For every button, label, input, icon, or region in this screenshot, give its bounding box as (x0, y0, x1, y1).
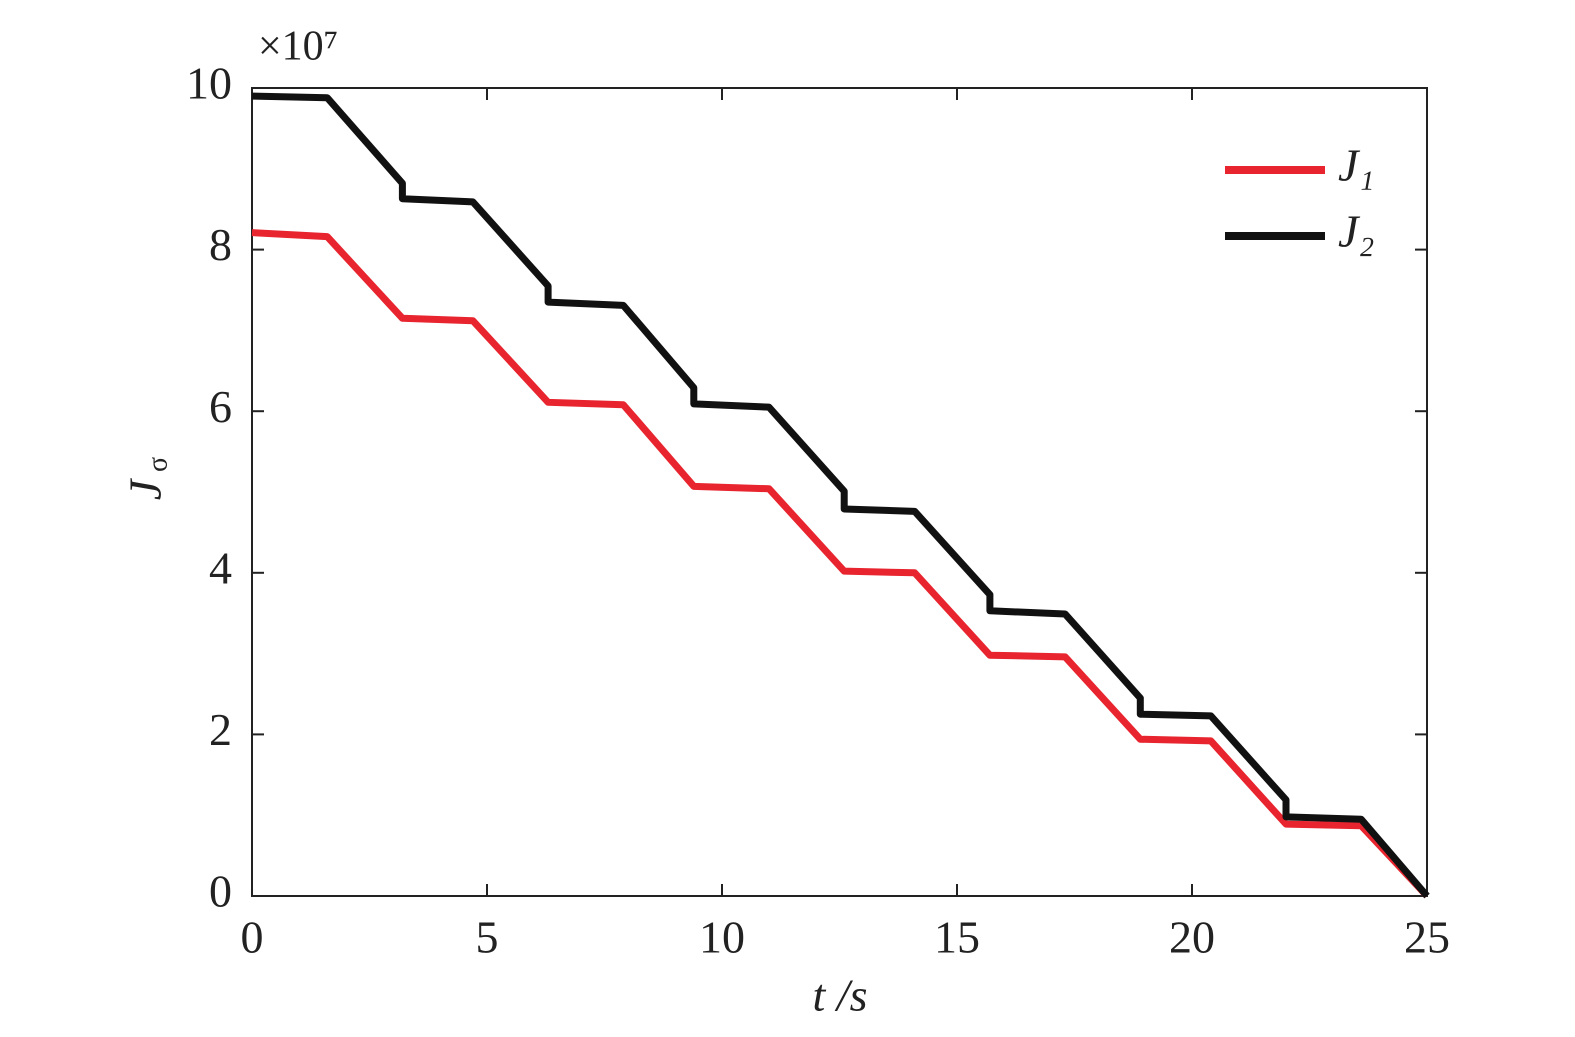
y-tick-label: 0 (209, 866, 232, 917)
series-line (251, 229, 1430, 899)
y-axis-label: J σ (120, 457, 174, 500)
legend-label: J₂ (1338, 206, 1374, 257)
x-tick-label: 25 (1404, 912, 1450, 963)
x-tick-label: 10 (699, 912, 745, 963)
plot-frame (251, 87, 1428, 897)
x-axis-label: t /s (813, 970, 868, 1021)
y-multiplier: ×10⁷ (258, 24, 338, 70)
y-tick-label: 8 (209, 219, 232, 270)
series-line (251, 92, 1430, 899)
y-axis-label-sub: σ (142, 457, 173, 472)
x-tick-label: 0 (241, 912, 264, 963)
y-tick-label: 6 (209, 381, 232, 432)
y-tick-label: 2 (209, 704, 232, 755)
y-tick-label: 10 (186, 58, 232, 109)
y-axis-label-main: J (120, 477, 171, 500)
x-tick-label: 5 (476, 912, 499, 963)
y-tick-label: 4 (209, 542, 232, 593)
x-tick-label: 15 (934, 912, 980, 963)
legend-label: J₁ (1338, 140, 1374, 191)
x-tick-label: 20 (1169, 912, 1215, 963)
